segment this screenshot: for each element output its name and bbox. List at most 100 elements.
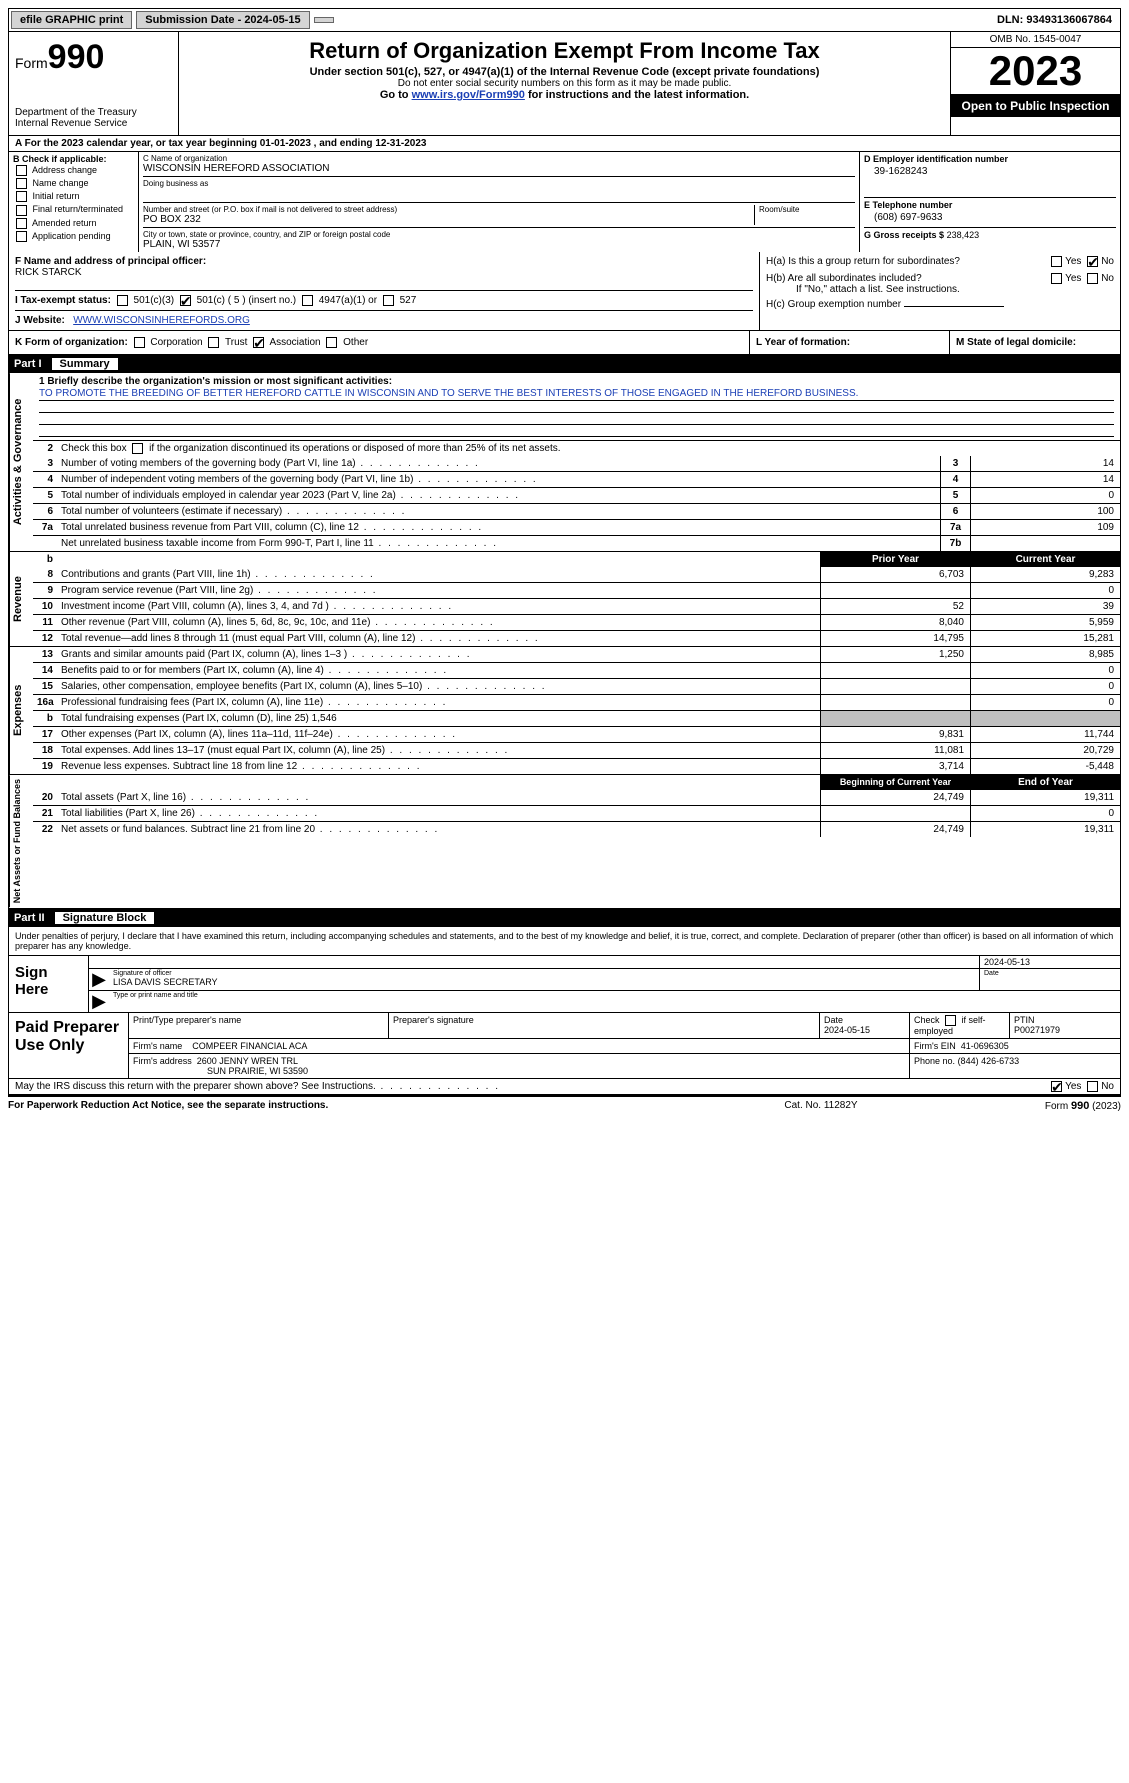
irs-discuss-row: May the IRS discuss this return with the… (8, 1079, 1121, 1095)
principal-officer: RICK STARCK (15, 267, 753, 278)
current-year-val: -5,448 (970, 759, 1120, 774)
telephone: (608) 697-9633 (864, 210, 1116, 225)
activities-governance: Activities & Governance 1 Briefly descri… (8, 373, 1121, 552)
prior-year-val (820, 679, 970, 694)
section-b: B Check if applicable: Address change Na… (9, 152, 139, 252)
form-number: Form990 (15, 38, 172, 77)
cb-initial-return[interactable]: Initial return (13, 190, 134, 203)
line-box: 5 (940, 488, 970, 503)
cb-name-change[interactable]: Name change (13, 177, 134, 190)
k-assoc[interactable] (253, 337, 264, 348)
mission-text: TO PROMOTE THE BREEDING OF BETTER HEREFO… (39, 387, 1114, 401)
net-assets-section: Net Assets or Fund Balances Beginning of… (8, 775, 1121, 908)
org-name: WISCONSIN HEREFORD ASSOCIATION (143, 163, 855, 174)
na-label: Net Assets or Fund Balances (9, 775, 33, 907)
prior-year-val: 1,250 (820, 647, 970, 662)
current-year-val: 0 (970, 679, 1120, 694)
current-year-val: 0 (970, 663, 1120, 678)
current-year-val: 15,281 (970, 631, 1120, 646)
k-other[interactable] (326, 337, 337, 348)
end-year-val: 19,311 (970, 790, 1120, 805)
cb-address-change[interactable]: Address change (13, 164, 134, 177)
ag-line-text: Total number of volunteers (estimate if … (57, 504, 940, 519)
header-mid: Return of Organization Exempt From Incom… (179, 32, 950, 135)
prior-year-val: 11,081 (820, 743, 970, 758)
current-year-val: 9,283 (970, 567, 1120, 582)
prep-date: 2024-05-15 (824, 1025, 870, 1035)
cb-501c[interactable] (180, 295, 191, 306)
website-link[interactable]: WWW.WISCONSINHEREFORDS.ORG (73, 315, 250, 326)
room-suite-label: Room/suite (755, 205, 855, 225)
sign-date: 2024-05-13 (980, 956, 1120, 968)
cb-final-return[interactable]: Final return/terminated (13, 203, 134, 216)
mission-block: 1 Briefly describe the organization's mi… (33, 373, 1120, 440)
ha-yes[interactable] (1051, 256, 1062, 267)
revenue-section: Revenue b Prior Year Current Year 8 Cont… (8, 552, 1121, 647)
rev-line-text: Other revenue (Part VIII, column (A), li… (57, 615, 820, 630)
k-corp[interactable] (134, 337, 145, 348)
form-title: Return of Organization Exempt From Incom… (185, 38, 944, 64)
cb-amended[interactable]: Amended return (13, 217, 134, 230)
cb-app-pending[interactable]: Application pending (13, 230, 134, 243)
exp-line-text: Grants and similar amounts paid (Part IX… (57, 647, 820, 662)
topbar: efile GRAPHIC print Submission Date - 20… (8, 8, 1121, 32)
exp-line-text: Revenue less expenses. Subtract line 18 … (57, 759, 820, 774)
rev-line-text: Contributions and grants (Part VIII, lin… (57, 567, 820, 582)
line-box: 6 (940, 504, 970, 519)
current-year-val: 39 (970, 599, 1120, 614)
firm-addr1: 2600 JENNY WREN TRL (197, 1056, 298, 1066)
rev-line-text: Program service revenue (Part VIII, line… (57, 583, 820, 598)
current-year-val: 0 (970, 583, 1120, 598)
prior-year-val (820, 663, 970, 678)
ha-no[interactable] (1087, 256, 1098, 267)
open-to-public: Open to Public Inspection (951, 95, 1120, 117)
efile-button[interactable]: efile GRAPHIC print (11, 11, 132, 29)
ag-line-text: Total unrelated business revenue from Pa… (57, 520, 940, 535)
line-box: 7b (940, 536, 970, 551)
current-year-val: 8,985 (970, 647, 1120, 662)
line-box: 7a (940, 520, 970, 535)
form-footer: Form 990 (2023) (921, 1100, 1121, 1112)
expenses-section: Expenses 13 Grants and similar amounts p… (8, 647, 1121, 775)
exp-line-text: Benefits paid to or for members (Part IX… (57, 663, 820, 678)
irs-link[interactable]: www.irs.gov/Form990 (412, 89, 525, 101)
firm-phone: (844) 426-6733 (958, 1056, 1020, 1066)
group-exemption[interactable] (904, 306, 1004, 307)
section-bcdeg: B Check if applicable: Address change Na… (8, 152, 1121, 252)
paid-preparer-label: Paid Preparer Use Only (9, 1013, 129, 1078)
current-year-val: 20,729 (970, 743, 1120, 758)
cb-4947[interactable] (302, 295, 313, 306)
hb-yes[interactable] (1051, 273, 1062, 284)
prior-year-val (820, 583, 970, 598)
prior-year-val: 6,703 (820, 567, 970, 582)
exp-line-text: Total expenses. Add lines 13–17 (must eq… (57, 743, 820, 758)
na-line-text: Total liabilities (Part X, line 26) (57, 806, 820, 821)
paid-preparer-block: Paid Preparer Use Only Print/Type prepar… (8, 1013, 1121, 1079)
prior-year-val (820, 711, 970, 726)
line-value: 0 (970, 488, 1120, 503)
firm-name: COMPEER FINANCIAL ACA (192, 1041, 307, 1051)
firm-addr2: SUN PRAIRIE, WI 53590 (133, 1066, 308, 1076)
submission-date-button[interactable]: Submission Date - 2024-05-15 (136, 11, 309, 29)
hb-no[interactable] (1087, 273, 1098, 284)
discuss-yes[interactable] (1051, 1081, 1062, 1092)
cb-501c3[interactable] (117, 295, 128, 306)
officer-name: LISA DAVIS SECRETARY (113, 977, 975, 987)
sign-here-label: Sign Here (9, 956, 89, 1012)
prior-year-val: 14,795 (820, 631, 970, 646)
arrow-icon: ▶ (89, 969, 109, 990)
part1-header: Part I Summary (8, 355, 1121, 373)
discuss-no[interactable] (1087, 1081, 1098, 1092)
exp-label: Expenses (9, 647, 33, 774)
section-f-ij: F Name and address of principal officer:… (9, 252, 760, 330)
cb-527[interactable] (383, 295, 394, 306)
cb-self-employed[interactable] (945, 1015, 956, 1026)
ag-line-text: Number of independent voting members of … (57, 472, 940, 487)
l2-cb[interactable] (132, 443, 143, 454)
hdr-end-year: End of Year (970, 775, 1120, 790)
header-left: Form990 Department of the Treasury Inter… (9, 32, 179, 135)
line-box: 3 (940, 456, 970, 471)
current-year-val: 0 (970, 695, 1120, 710)
k-trust[interactable] (208, 337, 219, 348)
blank-button (314, 17, 334, 23)
